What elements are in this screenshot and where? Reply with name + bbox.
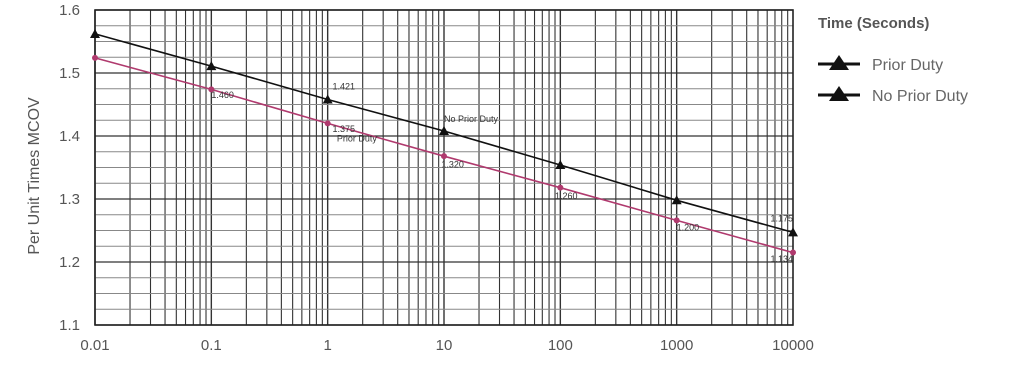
data-annotation: Prior Duty [337,134,378,144]
data-annotation: 1.375 [332,124,355,134]
data-annotation: 1.260 [555,191,578,201]
legend: Time (Seconds) Prior Duty No Prior Duty [818,15,968,105]
legend-label-no-prior-duty: No Prior Duty [872,88,968,105]
data-point-no-prior-duty [322,94,333,104]
x-tick-label: 0.1 [201,337,222,354]
x-tick-label: 1000 [660,337,693,354]
data-point-prior-duty [208,86,215,93]
data-point-prior-duty [441,153,447,160]
triangle-marker-icon [829,55,849,70]
y-axis-label: Per Unit Times MCOV [26,97,43,255]
x-tick-label: 0.01 [80,337,109,354]
data-point-prior-duty [557,184,564,191]
x-tick-label: 100 [548,337,573,354]
y-tick-label: 1.2 [59,254,80,271]
data-point-no-prior-duty [788,227,798,237]
y-tick-label: 1.3 [59,191,80,208]
data-point-no-prior-duty [439,125,449,135]
x-tick-label: 1 [323,337,331,354]
series [90,28,798,256]
triangle-marker-icon [829,86,849,101]
y-tick-label: 1.5 [59,65,80,82]
legend-title: Time (Seconds) [818,15,929,32]
data-point-prior-duty [790,249,796,256]
x-tick-label: 10 [436,337,453,354]
plot-frame [94,9,794,326]
data-annotation: 1.460 [211,90,234,100]
data-annotation: No Prior Duty [444,114,499,124]
y-axis-ticks: 1.6 1.5 1.4 1.3 1.2 1.1 [59,2,80,334]
data-point-prior-duty [324,120,331,127]
data-annotation: 1.175 [770,214,793,224]
data-annotation: 1.421 [332,81,355,91]
data-point-prior-duty [673,217,680,224]
data-annotation: 1.320 [441,160,464,170]
y-tick-label: 1.4 [59,128,80,145]
legend-entry-no-prior-duty: No Prior Duty [818,86,968,105]
x-tick-label: 10000 [772,337,814,354]
data-point-no-prior-duty [90,28,100,38]
data-point-prior-duty [92,54,98,61]
data-point-no-prior-duty [671,195,682,205]
legend-label-prior-duty: Prior Duty [872,57,943,74]
y-tick-label: 1.6 [59,2,80,19]
x-axis-ticks: 0.01 0.1 1 10 100 1000 10000 [80,337,813,354]
legend-entry-prior-duty: Prior Duty [818,55,943,74]
y-tick-label: 1.1 [59,317,80,334]
data-point-no-prior-duty [206,61,217,71]
data-annotation: 1.200 [677,223,700,233]
data-point-no-prior-duty [555,159,566,169]
data-annotation: 1.134 [770,254,793,264]
